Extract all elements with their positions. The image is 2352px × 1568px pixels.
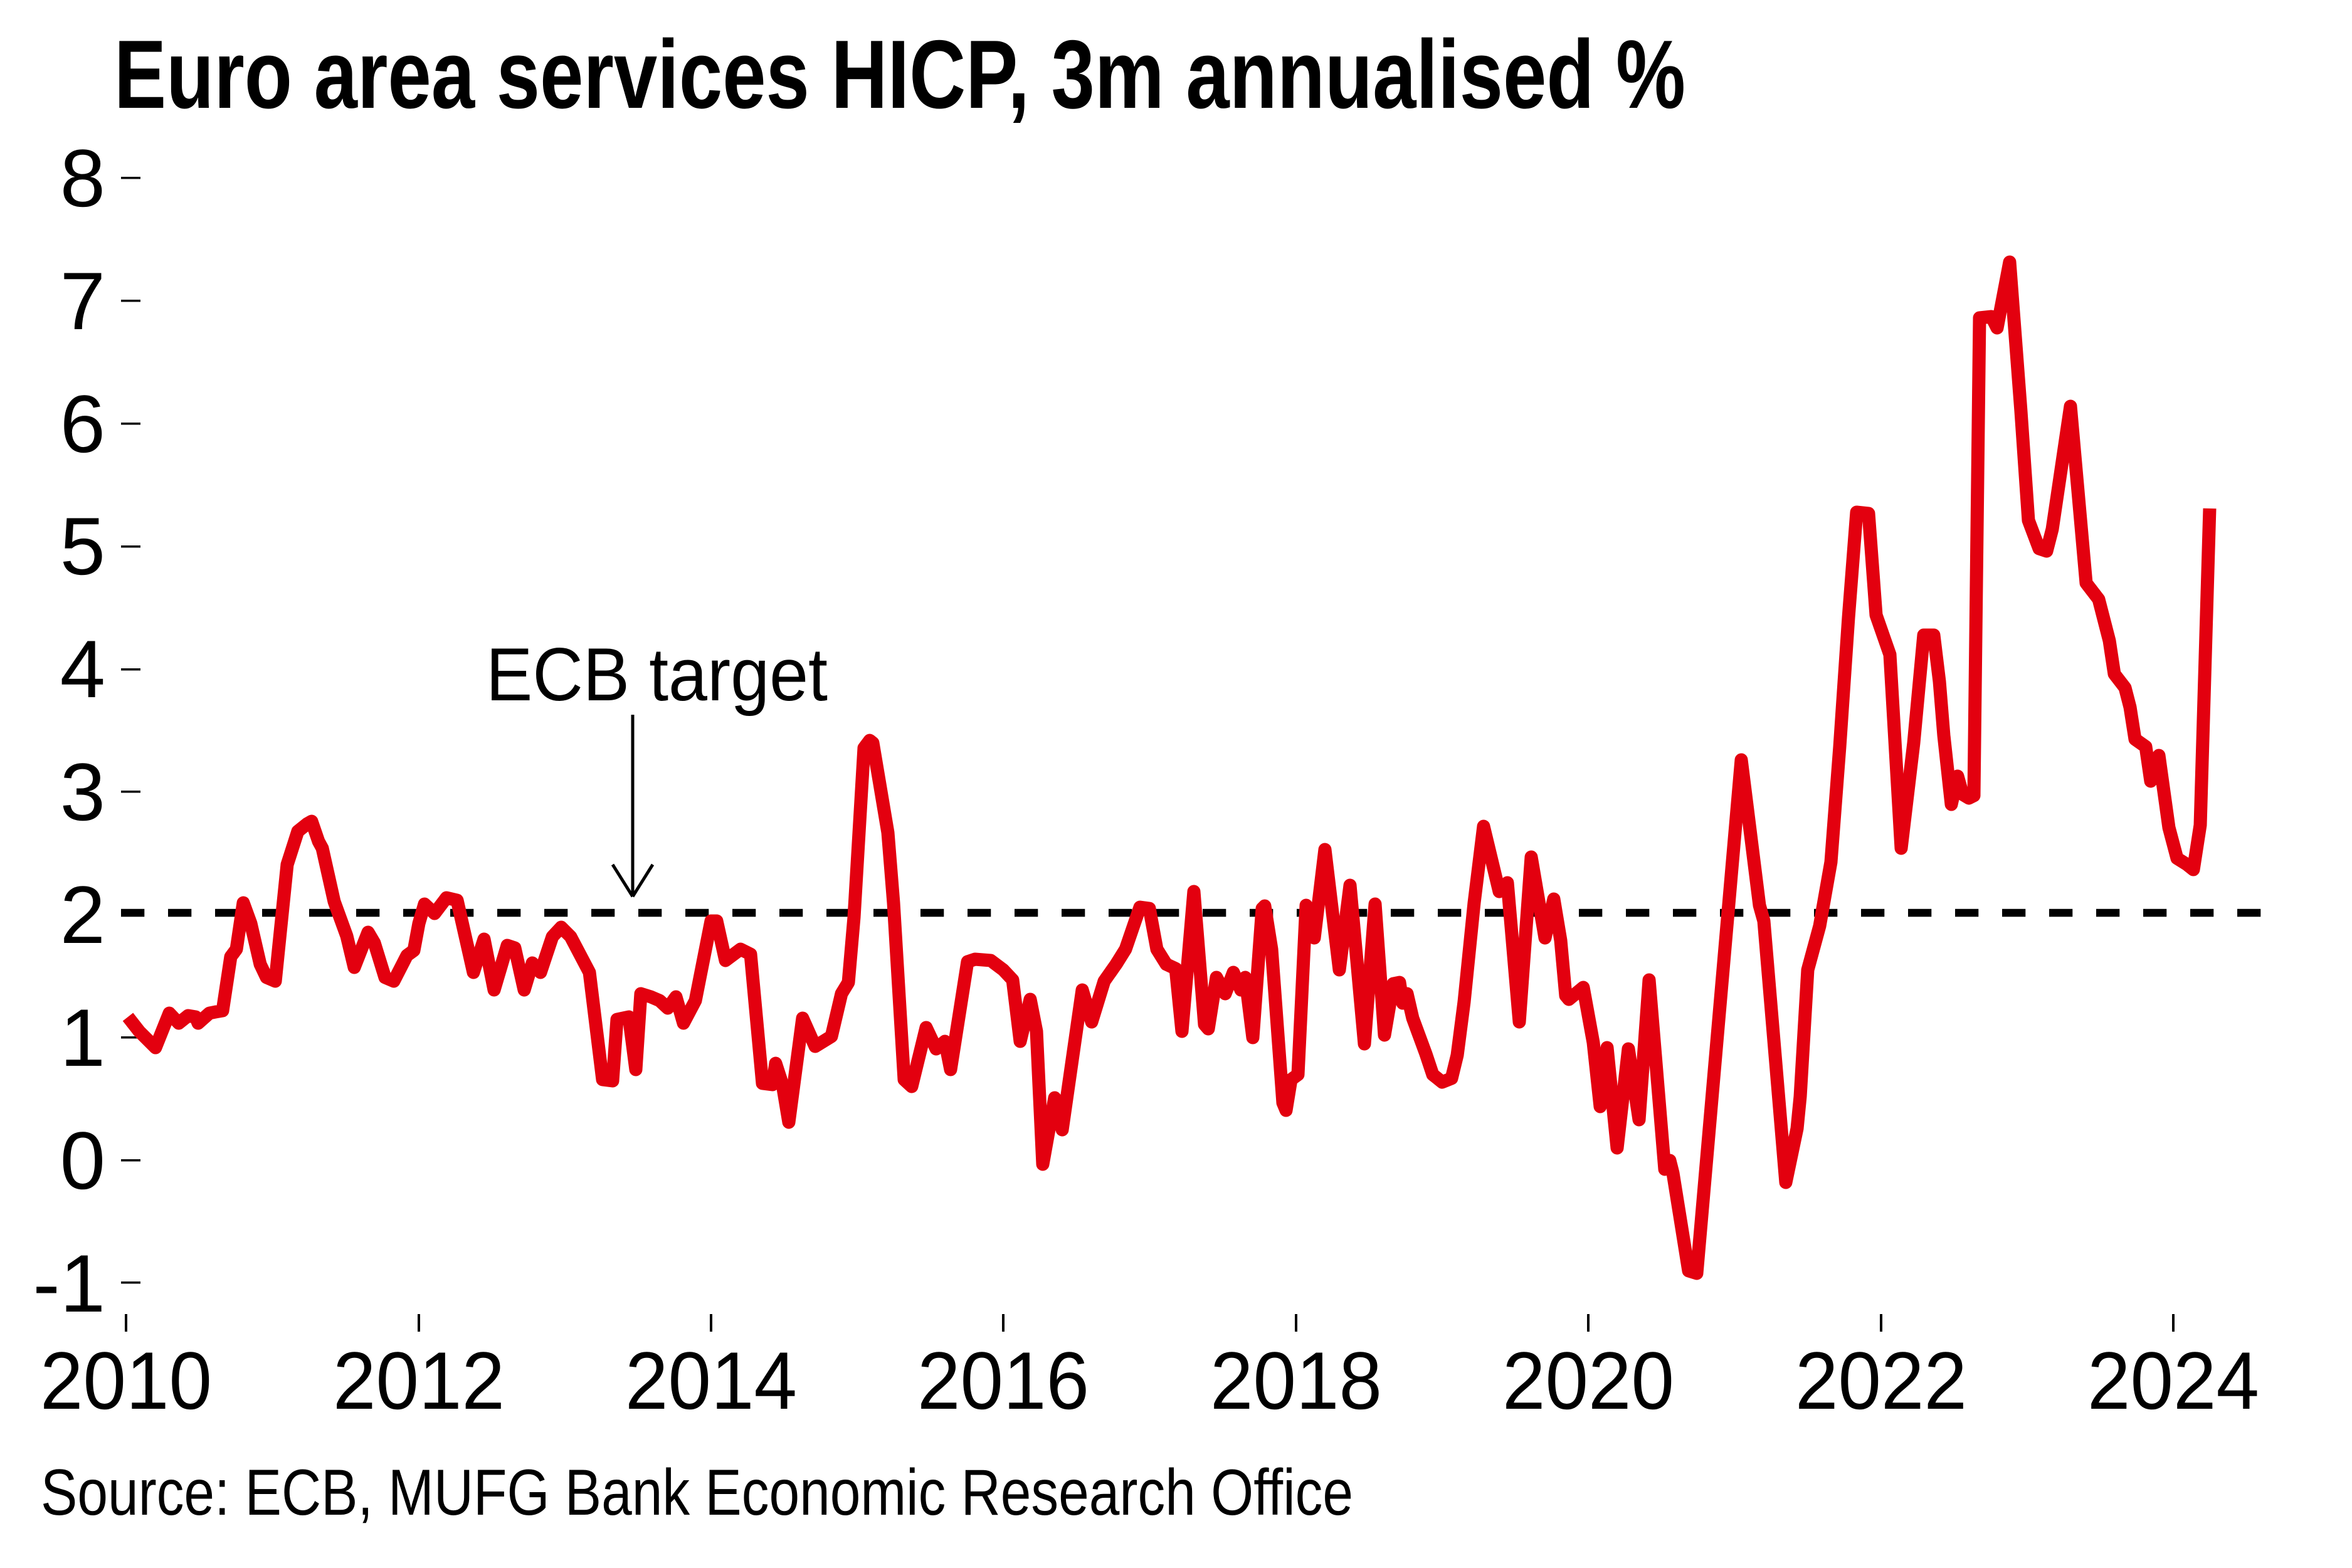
svg-text:-1: -1	[33, 1238, 105, 1329]
svg-text:2016: 2016	[917, 1335, 1089, 1426]
svg-text:6: 6	[60, 378, 105, 470]
svg-text:7: 7	[60, 255, 105, 347]
svg-text:2014: 2014	[625, 1335, 797, 1426]
svg-text:3: 3	[60, 746, 105, 838]
svg-text:Source: ECB, MUFG Bank Economi: Source: ECB, MUFG Bank Economic Research…	[41, 1456, 1353, 1529]
svg-text:0: 0	[60, 1115, 105, 1206]
svg-text:2022: 2022	[1795, 1335, 1967, 1426]
svg-text:4: 4	[60, 623, 105, 715]
svg-text:2018: 2018	[1210, 1335, 1382, 1426]
svg-text:2020: 2020	[1502, 1335, 1674, 1426]
svg-text:1: 1	[60, 992, 105, 1083]
svg-text:2010: 2010	[40, 1335, 212, 1426]
svg-text:2: 2	[60, 869, 105, 960]
svg-text:8: 8	[60, 132, 105, 224]
svg-text:ECB target: ECB target	[486, 633, 828, 717]
svg-text:2024: 2024	[2087, 1335, 2259, 1426]
svg-text:Euro area services HICP, 3m an: Euro area services HICP, 3m annualised %	[114, 20, 1685, 129]
svg-text:5: 5	[60, 500, 105, 592]
svg-text:2012: 2012	[333, 1335, 505, 1426]
